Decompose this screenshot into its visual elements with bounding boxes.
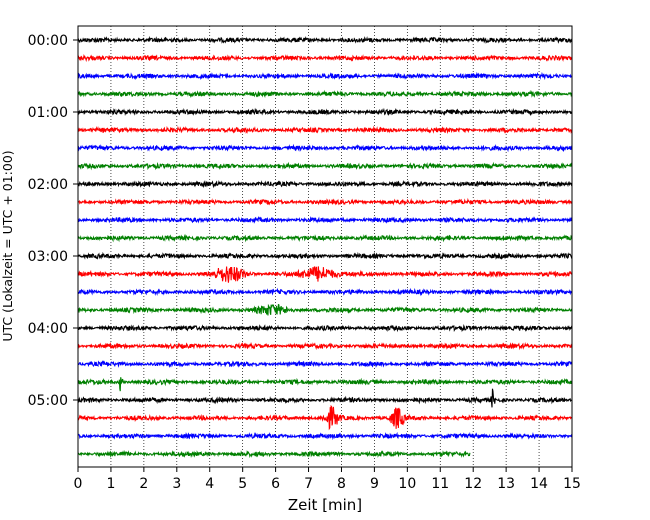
y-tick-label: 00:00 (28, 33, 68, 49)
y-tick-label: 04:00 (28, 321, 68, 337)
x-tick-label: 3 (172, 476, 181, 492)
x-axis: 0 1 2 3 4 5 6 7 8 9 10 11 12 13 14 15 (74, 467, 581, 492)
seismogram-trace (77, 107, 573, 117)
y-axis-label: UTC (Lokalzeit = UTC + 01:00) (0, 150, 15, 341)
x-tick-label: 5 (238, 476, 247, 492)
x-axis-label: Zeit [min] (288, 496, 362, 514)
x-tick-label: 2 (139, 476, 148, 492)
plot-frame (77, 25, 573, 468)
seismogram-trace (77, 251, 573, 260)
seismogram-trace (77, 341, 573, 351)
seismogram-trace (77, 431, 573, 441)
seismogram-trace (77, 161, 573, 171)
seismogram-traces (77, 35, 573, 459)
seismogram-trace (77, 266, 573, 283)
seismogram-trace (77, 35, 573, 44)
x-tick-label: 12 (464, 476, 482, 492)
x-tick-label: 1 (106, 476, 115, 492)
seismogram-trace (77, 303, 573, 316)
seismogram-trace (77, 388, 573, 408)
x-tick-label: 13 (497, 476, 515, 492)
x-tick-label: 15 (563, 476, 581, 492)
x-tick-label: 7 (304, 476, 313, 492)
seismogram-trace (77, 233, 573, 243)
seismogram-trace (77, 71, 573, 81)
seismogram-trace (77, 215, 573, 224)
x-tick-label: 4 (205, 476, 214, 492)
y-tick-label: 05:00 (28, 393, 68, 409)
x-tick-label: 9 (370, 476, 379, 492)
seismogram-trace (77, 377, 573, 392)
seismogram-trace (77, 404, 573, 431)
seismogram-trace (77, 143, 573, 153)
x-tick-label: 14 (530, 476, 548, 492)
y-tick-label: 02:00 (28, 177, 68, 193)
x-tick-label: 11 (431, 476, 449, 492)
x-tick-label: 6 (271, 476, 280, 492)
seismogram-trace (77, 89, 573, 99)
y-tick-label: 01:00 (28, 105, 68, 121)
seismogram-trace (77, 287, 573, 297)
seismogram-trace (77, 324, 573, 333)
seismogram-trace (77, 53, 573, 63)
seismogram-trace (77, 449, 471, 459)
x-tick-label: 0 (74, 476, 83, 492)
y-axis: 00:00 01:00 02:00 03:00 04:00 05:00 (28, 33, 78, 409)
seismogram-trace (77, 179, 573, 189)
seismogram-trace (77, 125, 573, 135)
seismogram-trace (77, 197, 573, 206)
seismogram-trace (77, 359, 573, 369)
x-tick-label: 8 (337, 476, 346, 492)
x-tick-label: 10 (398, 476, 416, 492)
y-tick-label: 03:00 (28, 249, 68, 265)
